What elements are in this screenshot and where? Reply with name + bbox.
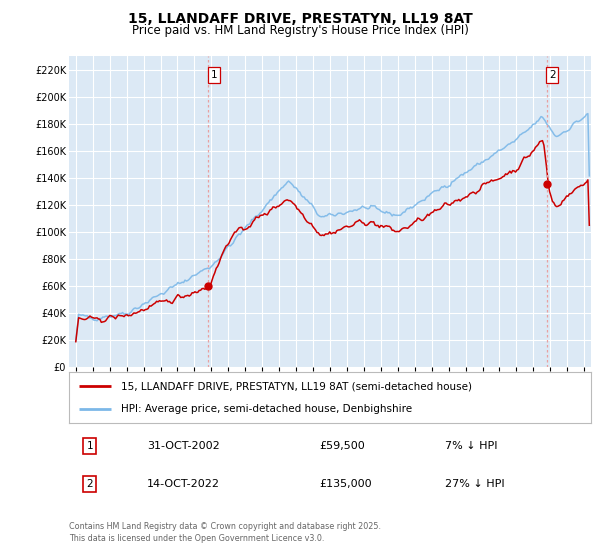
Text: HPI: Average price, semi-detached house, Denbighshire: HPI: Average price, semi-detached house,… xyxy=(121,404,412,414)
Text: £59,500: £59,500 xyxy=(320,441,365,451)
Text: Price paid vs. HM Land Registry's House Price Index (HPI): Price paid vs. HM Land Registry's House … xyxy=(131,24,469,36)
Text: 1: 1 xyxy=(211,70,217,80)
Text: 15, LLANDAFF DRIVE, PRESTATYN, LL19 8AT: 15, LLANDAFF DRIVE, PRESTATYN, LL19 8AT xyxy=(128,12,472,26)
Text: 31-OCT-2002: 31-OCT-2002 xyxy=(148,441,220,451)
Text: 1: 1 xyxy=(86,441,93,451)
Text: 7% ↓ HPI: 7% ↓ HPI xyxy=(445,441,497,451)
Text: 2: 2 xyxy=(86,479,93,489)
Text: Contains HM Land Registry data © Crown copyright and database right 2025.
This d: Contains HM Land Registry data © Crown c… xyxy=(69,522,381,543)
Text: 15, LLANDAFF DRIVE, PRESTATYN, LL19 8AT (semi-detached house): 15, LLANDAFF DRIVE, PRESTATYN, LL19 8AT … xyxy=(121,381,472,391)
Text: £135,000: £135,000 xyxy=(320,479,372,489)
Text: 27% ↓ HPI: 27% ↓ HPI xyxy=(445,479,505,489)
Text: 2: 2 xyxy=(549,70,556,80)
Text: 14-OCT-2022: 14-OCT-2022 xyxy=(148,479,220,489)
